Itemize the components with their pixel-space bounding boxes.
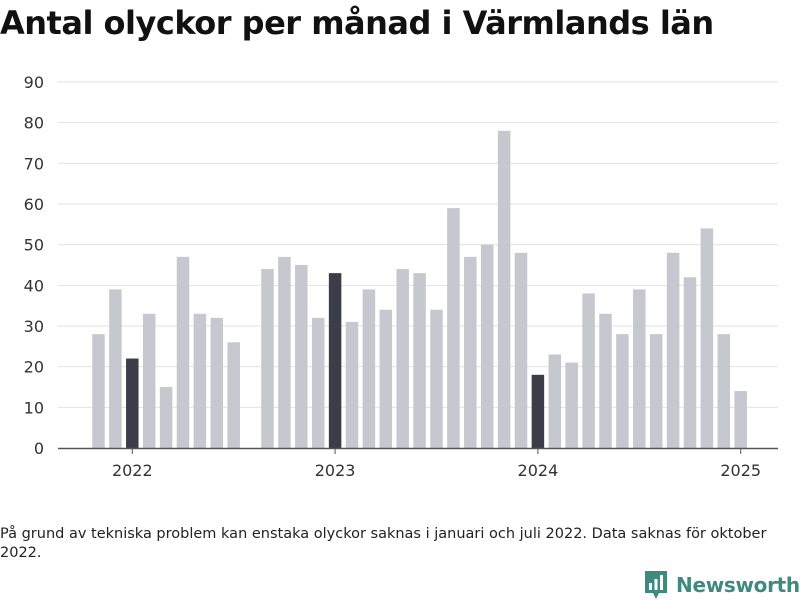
x-tick-label: 2022 [112,461,153,480]
bar-2022-09 [261,269,274,448]
y-tick-label: 0 [34,439,44,458]
x-tick-label: 2023 [315,461,356,480]
bar-2024-01 [531,374,545,448]
bars [92,130,747,449]
bar-2024-11 [700,228,714,448]
bar-2025-01 [734,391,747,448]
bar-2024-02 [548,354,562,448]
x-tick-label: 2025 [720,461,761,480]
bar-2022-03 [159,387,173,448]
bar-2024-07 [633,289,646,448]
y-tick-label: 10 [24,398,44,417]
bar-2021-11 [92,334,105,448]
bar-2024-12 [717,334,731,448]
bar-2024-05 [599,313,612,448]
bar-2023-07 [430,309,443,448]
bar-2023-03 [362,289,376,448]
x-axis-ticks: 2022 2023 2024 2025 [112,448,761,480]
bar-2022-06 [210,317,224,448]
bar-2022-04 [176,256,190,448]
bar-2022-12 [311,317,325,448]
x-tick-label: 2024 [518,461,559,480]
y-tick-label: 40 [24,276,44,295]
y-tick-label: 90 [24,73,44,92]
bar-2024-06 [616,334,629,448]
bar-2024-10 [683,277,697,448]
brand[interactable]: Newsworthy [644,570,800,600]
bar-2021-12 [109,289,122,448]
bar-2023-11 [497,130,511,449]
y-tick-label: 20 [24,358,44,377]
bar-2024-04 [582,293,595,448]
bar-2022-02 [142,313,156,448]
bar-2023-01 [328,273,342,448]
bar-2023-05 [396,269,409,448]
bar-2023-10 [480,244,494,448]
bar-2024-08 [649,334,663,448]
bar-2023-06 [413,273,426,448]
bar-2024-03 [565,362,578,448]
bar-2023-09 [464,256,477,448]
chart-title: Antal olyckor per månad i Värmlands län [0,4,714,42]
bar-2022-10 [278,256,291,448]
bar-2022-01 [126,358,139,448]
bar-chart: 0 10 20 30 40 50 60 70 80 90 2022 2023 2024 2025 14 [24,0,788,480]
bar-2022-07 [227,342,240,448]
bar-2023-02 [345,321,359,448]
y-tick-label: 30 [24,317,44,336]
bar-2023-04 [379,309,393,448]
y-axis-ticks: 0 10 20 30 40 50 60 70 80 90 [24,73,44,458]
data-label: 14 [764,0,786,5]
bar-2022-11 [295,265,308,448]
annotations: 14 [762,0,788,7]
y-tick-label: 60 [24,195,44,214]
footnote: På grund av tekniska problem kan enstaka… [0,526,767,561]
bar-2023-12 [514,252,528,448]
y-tick-label: 50 [24,236,44,255]
bar-2022-05 [193,313,207,448]
y-tick-label: 80 [24,114,44,133]
newsworthy-logo-icon [645,571,667,599]
y-tick-label: 70 [24,154,44,173]
brand-name: Newsworthy [676,573,800,597]
bar-2023-08 [447,208,460,448]
bar-2024-09 [666,252,680,448]
